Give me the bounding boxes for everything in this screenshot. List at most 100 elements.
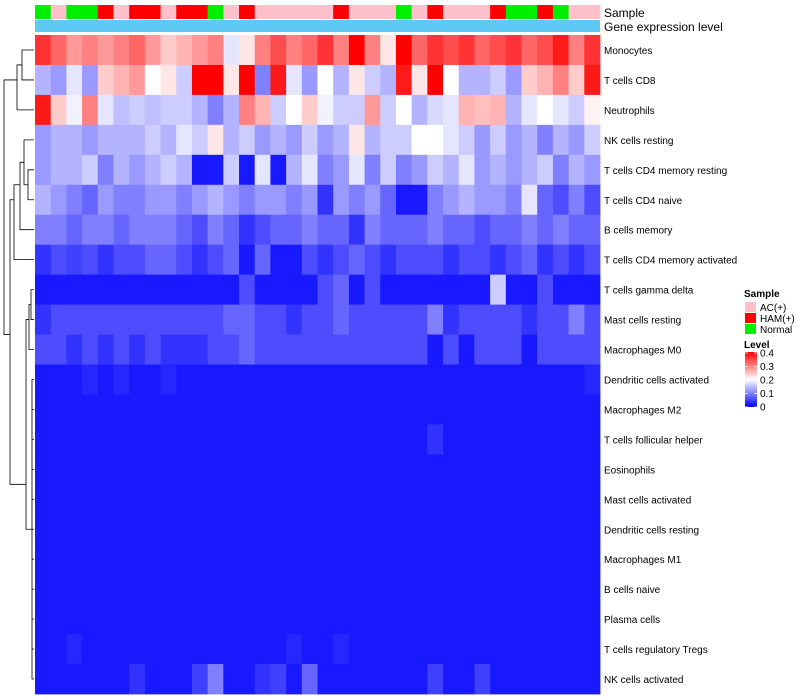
- heatmap-cell: [568, 274, 585, 305]
- heatmap-cell: [144, 484, 161, 515]
- heatmap-cell: [129, 574, 146, 605]
- heatmap-cell: [50, 274, 67, 305]
- heatmap-cell: [301, 35, 318, 66]
- heatmap-cell: [584, 124, 601, 156]
- heatmap-cell: [270, 364, 287, 395]
- heatmap-cell: [160, 334, 177, 365]
- heatmap-cell: [364, 94, 381, 126]
- heatmap-cell: [82, 454, 99, 485]
- row-label: Mast cells resting: [604, 316, 681, 327]
- heatmap-cell: [364, 124, 381, 156]
- heatmap-cell: [66, 64, 83, 96]
- heatmap-cell: [207, 64, 224, 96]
- heatmap-cell: [223, 634, 240, 665]
- heatmap-cell: [160, 574, 177, 605]
- heatmap-cell: [97, 274, 114, 305]
- heatmap-cell: [427, 454, 444, 485]
- heatmap-cell: [364, 154, 381, 186]
- heatmap-cell: [254, 64, 271, 96]
- heatmap-cell: [568, 454, 585, 485]
- heatmap-cell: [474, 454, 491, 485]
- heatmap-cell: [537, 334, 554, 365]
- heatmap-cell: [191, 454, 209, 485]
- heatmap-cell: [270, 664, 287, 695]
- heatmap-cell: [35, 154, 52, 186]
- heatmap-cell: [50, 664, 67, 695]
- heatmap-cell: [537, 484, 554, 515]
- heatmap-cell: [113, 454, 130, 485]
- heatmap-cell: [176, 244, 193, 276]
- heatmap-cell: [176, 454, 193, 485]
- heatmap-cell: [364, 364, 381, 395]
- heatmap-cell: [568, 244, 585, 276]
- heatmap-cell: [191, 544, 209, 575]
- heatmap-cell: [82, 304, 99, 335]
- sample-annotation-cell: [176, 5, 193, 19]
- heatmap-cell: [129, 274, 146, 305]
- heatmap-cell: [301, 634, 318, 665]
- dendrogram-branch: [13, 184, 34, 261]
- heatmap-cell: [521, 664, 538, 695]
- heatmap-cell: [223, 604, 240, 635]
- heatmap-cell: [521, 154, 538, 186]
- heatmap-cell: [129, 334, 146, 365]
- heatmap-cell: [521, 35, 538, 66]
- heatmap-cell: [317, 664, 334, 695]
- heatmap-cell: [144, 664, 161, 695]
- heatmap-cell: [490, 124, 507, 156]
- sample-legend: Sample AC(+)HAM(+)Normal: [744, 289, 795, 336]
- heatmap-cell: [411, 634, 428, 665]
- heatmap-cell: [50, 334, 67, 365]
- heatmap-cell: [254, 35, 271, 66]
- heatmap-cell: [458, 334, 475, 365]
- heatmap-cell: [223, 334, 240, 365]
- heatmap-cell: [97, 394, 114, 425]
- heatmap-cell: [191, 604, 209, 635]
- dendrogram-branch: [23, 139, 34, 186]
- heatmap-cell: [521, 394, 538, 425]
- heatmap-cell: [113, 214, 130, 246]
- heatmap-cell: [176, 484, 193, 515]
- heatmap-cell: [411, 574, 428, 605]
- expression-annotation-bar: [35, 20, 600, 32]
- heatmap-cell: [286, 574, 303, 605]
- heatmap-cell: [411, 154, 428, 186]
- heatmap-cell: [395, 184, 413, 216]
- level-legend-tick-label: 0.4: [760, 349, 774, 360]
- heatmap-cell: [97, 304, 114, 335]
- heatmap-cell: [458, 304, 475, 335]
- heatmap-cell: [191, 124, 209, 156]
- heatmap-cell: [97, 334, 114, 365]
- heatmap-cell: [191, 394, 209, 425]
- heatmap-cell: [411, 334, 428, 365]
- sample-annotation-cell: [239, 5, 256, 19]
- sample-annotation-cell: [348, 5, 365, 19]
- heatmap-cell: [66, 514, 83, 545]
- heatmap-cell: [395, 574, 413, 605]
- dendrogram-branch: [16, 64, 34, 111]
- heatmap-cell: [364, 574, 381, 605]
- heatmap-cell: [443, 94, 460, 126]
- heatmap-cell: [160, 514, 177, 545]
- heatmap-cell: [333, 244, 350, 276]
- heatmap-cell: [380, 664, 397, 695]
- heatmap-cell: [505, 664, 522, 695]
- heatmap-cell: [317, 214, 334, 246]
- heatmap-cell: [348, 154, 365, 186]
- heatmap-cell: [207, 214, 224, 246]
- dendrogram-branch: [28, 304, 34, 350]
- heatmap-cell: [552, 184, 570, 216]
- heatmap-cell: [239, 664, 256, 695]
- heatmap-cell: [395, 664, 413, 695]
- heatmap-cell: [113, 244, 130, 276]
- heatmap-cell: [317, 64, 334, 96]
- heatmap-cell: [301, 664, 318, 695]
- heatmap-cell: [333, 484, 350, 515]
- heatmap-cell: [160, 124, 177, 156]
- sample-annotation-cell: [207, 5, 224, 19]
- heatmap-cell: [191, 304, 209, 335]
- heatmap-cell: [82, 124, 99, 156]
- heatmap-cell: [427, 94, 444, 126]
- heatmap-cell: [66, 664, 83, 695]
- heatmap-cell: [50, 35, 67, 66]
